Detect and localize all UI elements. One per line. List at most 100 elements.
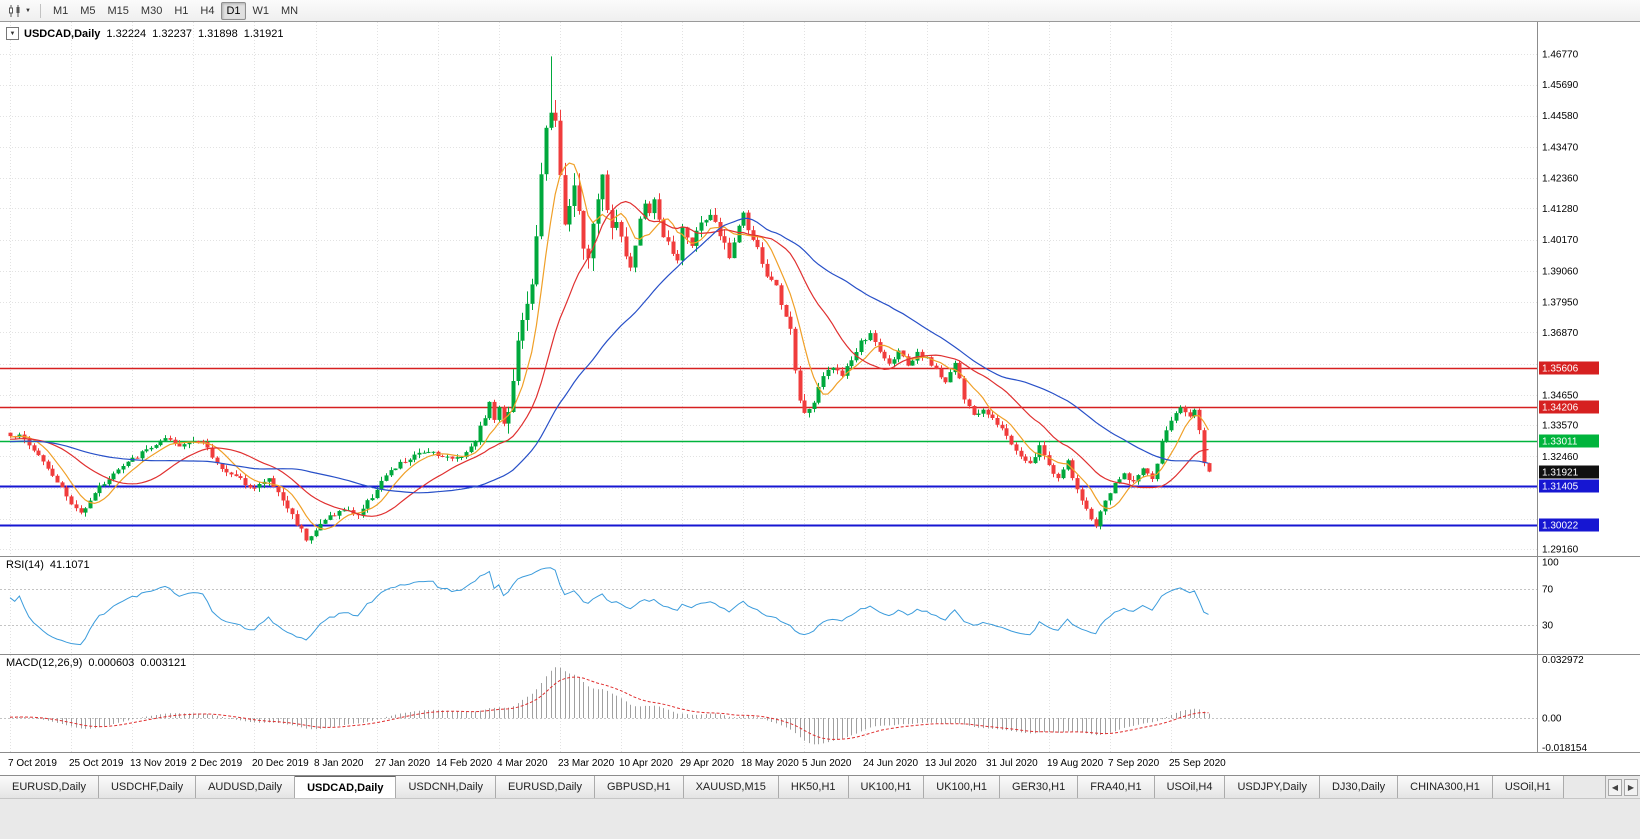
timeframe-button-M15[interactable]: M15 [107,4,129,17]
svg-text:5 Jun 2020: 5 Jun 2020 [802,758,852,769]
timeframe-button-H4[interactable]: H4 [200,4,215,17]
chart-tab-0-EURUSD-Daily[interactable]: EURUSD,Daily [0,776,99,798]
timeframe-button-M30[interactable]: M30 [140,4,163,17]
chart-tab-14-USDJPY-Daily[interactable]: USDJPY,Daily [1225,776,1320,798]
chart-tab-11-GER30-H1[interactable]: GER30,H1 [1000,776,1079,798]
timeframe-button-H1[interactable]: H1 [174,4,189,17]
chart-tab-13-USOil-H4[interactable]: USOil,H4 [1154,776,1226,798]
svg-text:0.00: 0.00 [1542,714,1562,725]
chart-tab-12-FRA40-H1[interactable]: FRA40,H1 [1078,776,1155,798]
svg-text:-0.018154: -0.018154 [1542,743,1587,754]
chart-tab-16-CHINA300-H1[interactable]: CHINA300,H1 [1398,776,1493,798]
svg-text:1.44580: 1.44580 [1542,111,1579,122]
chart-tab-17-USOil-H1[interactable]: USOil,H1 [1492,776,1564,798]
svg-text:13 Jul 2020: 13 Jul 2020 [925,758,977,769]
svg-text:10 Apr 2020: 10 Apr 2020 [619,758,673,769]
chart-grid [0,22,1537,752]
svg-text:1.39060: 1.39060 [1542,266,1579,277]
svg-text:24 Jun 2020: 24 Jun 2020 [863,758,918,769]
svg-text:1.35606: 1.35606 [1542,364,1579,375]
svg-text:1.31405: 1.31405 [1542,482,1579,493]
svg-text:70: 70 [1542,585,1554,596]
svg-text:7 Sep 2020: 7 Sep 2020 [1108,758,1160,769]
svg-text:1.34650: 1.34650 [1542,390,1579,401]
svg-text:8 Jan 2020: 8 Jan 2020 [314,758,364,769]
svg-text:30: 30 [1542,621,1554,632]
svg-text:1.43470: 1.43470 [1542,142,1579,153]
chart-tab-3-USDCAD-Daily[interactable]: USDCAD,Daily [295,776,397,798]
timeframe-button-MN[interactable]: MN [281,4,299,17]
chart-tabbar: EURUSD,Daily USDCHF,Daily AUDUSD,Daily USDC… [0,775,1640,798]
rsi-plot [9,567,1209,646]
chart-type-caret-icon: ▼ [25,7,31,14]
chart-tab-2-AUDUSD-Daily[interactable]: AUDUSD,Daily [196,776,296,798]
chart-tab-8-HK50-H1[interactable]: HK50,H1 [778,776,849,798]
svg-text:1.31921: 1.31921 [1542,468,1579,479]
svg-text:25 Oct 2019: 25 Oct 2019 [69,758,124,769]
svg-text:13 Nov 2019: 13 Nov 2019 [130,758,187,769]
timeframe-buttons: M1 M5 M15 M30 H1 H4 D1 W1 MN [47,1,304,20]
svg-text:1.30022: 1.30022 [1542,521,1579,532]
svg-text:4 Mar 2020: 4 Mar 2020 [497,758,548,769]
timeframe-button-M1[interactable]: M1 [52,4,69,17]
timeframe-button-M5[interactable]: M5 [80,4,96,17]
pane-separators[interactable] [0,22,1640,753]
toolbar-separator [39,3,41,18]
tab-scroll-left-button[interactable]: ◀ [1608,778,1622,796]
svg-text:14 Feb 2020: 14 Feb 2020 [436,758,493,769]
svg-text:2 Dec 2019: 2 Dec 2019 [191,758,243,769]
price-high: 1.32237 [152,27,192,40]
candlestick-series [8,56,1212,544]
svg-text:27 Jan 2020: 27 Jan 2020 [375,758,430,769]
svg-text:29 Apr 2020: 29 Apr 2020 [680,758,734,769]
chart-tab-9-UK100-H1[interactable]: UK100,H1 [848,776,925,798]
svg-text:23 Mar 2020: 23 Mar 2020 [558,758,615,769]
timeframe-toolbar: ▼ M1 M5 M15 M30 H1 H4 D1 W1 MN [0,0,1640,22]
chart-tab-15-DJ30-Daily[interactable]: DJ30,Daily [1319,776,1399,798]
svg-text:1.36870: 1.36870 [1542,328,1579,339]
svg-text:20 Dec 2019: 20 Dec 2019 [252,758,309,769]
svg-text:1.42360: 1.42360 [1542,174,1579,185]
svg-text:1.33570: 1.33570 [1542,421,1579,432]
symbol-dropdown-button[interactable]: ▼ [6,27,19,40]
price-close: 1.31921 [243,27,284,40]
timeframe-button-W1[interactable]: W1 [252,4,270,17]
candlestick-chart-icon [9,4,20,17]
symbol-label: USDCAD,Daily [24,27,101,40]
svg-text:1.40170: 1.40170 [1542,235,1579,246]
svg-text:0.032972: 0.032972 [1542,655,1584,666]
horizontal-level-lines[interactable] [0,367,1537,527]
timeframe-button-D1[interactable]: D1 [221,1,246,20]
svg-text:7 Oct 2019: 7 Oct 2019 [8,758,57,769]
chart-tab-4-USDCNH-Daily[interactable]: USDCNH,Daily [396,776,497,798]
chart-tab-5-EURUSD-Daily[interactable]: EURUSD,Daily [496,776,595,798]
chart-tab-7-XAUUSD-M15[interactable]: XAUUSD,M15 [683,776,779,798]
chart-tab-10-UK100-H1[interactable]: UK100,H1 [924,776,1001,798]
chart-tab-1-USDCHF-Daily[interactable]: USDCHF,Daily [98,776,197,798]
macd-plot [10,667,1210,745]
svg-text:1.37950: 1.37950 [1542,298,1579,309]
price-low: 1.31898 [197,27,238,40]
moving-average-lines [9,162,1210,530]
chart-tab-6-GBPUSD-H1[interactable]: GBPUSD,H1 [595,776,684,798]
chart-title: ▼ USDCAD,Daily 1.32224 1.32237 1.31898 1… [6,27,283,40]
svg-text:1.29160: 1.29160 [1542,545,1579,556]
chart-type-button[interactable]: ▼ [4,3,34,19]
tab-scroll-right-button[interactable]: ▶ [1624,778,1638,796]
status-strip [0,798,1640,839]
svg-text:19 Aug 2020: 19 Aug 2020 [1047,758,1104,769]
svg-text:100: 100 [1542,558,1559,569]
svg-text:1.41280: 1.41280 [1542,204,1579,215]
axes-and-badges: 1.46770 1.45690 1.44580 1.43470 1.42360 1.412… [8,50,1599,769]
price-open: 1.32224 [106,27,147,40]
tab-scroll-arrows: ◀ ▶ [1605,776,1640,798]
chart-window[interactable]: 1.46770 1.45690 1.44580 1.43470 1.42360 1.412… [0,22,1640,775]
svg-text:1.33011: 1.33011 [1542,437,1578,448]
svg-text:1.32460: 1.32460 [1542,452,1579,463]
svg-text:31 Jul 2020: 31 Jul 2020 [986,758,1038,769]
svg-text:18 May 2020: 18 May 2020 [741,758,799,769]
chart-canvas[interactable]: 1.46770 1.45690 1.44580 1.43470 1.42360 1.412… [0,22,1640,775]
svg-text:1.34206: 1.34206 [1542,403,1579,414]
svg-text:1.45690: 1.45690 [1542,80,1579,91]
